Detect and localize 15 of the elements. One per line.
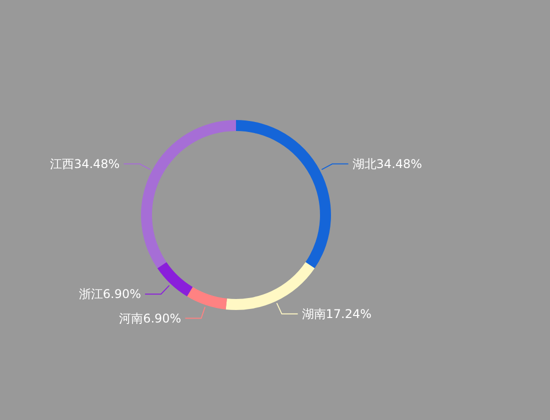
data-label: 34.48% bbox=[376, 156, 422, 171]
data-label: 6.90% bbox=[143, 311, 182, 326]
donut-slice bbox=[141, 120, 236, 268]
slice-label: 浙江 bbox=[78, 287, 103, 302]
data-label: 6.90% bbox=[102, 287, 142, 302]
donut-slice bbox=[157, 262, 193, 296]
data-label: 17.24% bbox=[326, 306, 372, 321]
donut-slice bbox=[236, 120, 331, 268]
donut-slice bbox=[187, 286, 227, 310]
donut-slice bbox=[226, 262, 315, 310]
slice-label: 湖南 bbox=[302, 306, 326, 321]
slice-label: 湖北 bbox=[352, 156, 376, 171]
data-label: 34.48% bbox=[74, 156, 120, 171]
slice-label: 河南 bbox=[119, 311, 144, 326]
slice-label: 江西 bbox=[50, 156, 74, 171]
